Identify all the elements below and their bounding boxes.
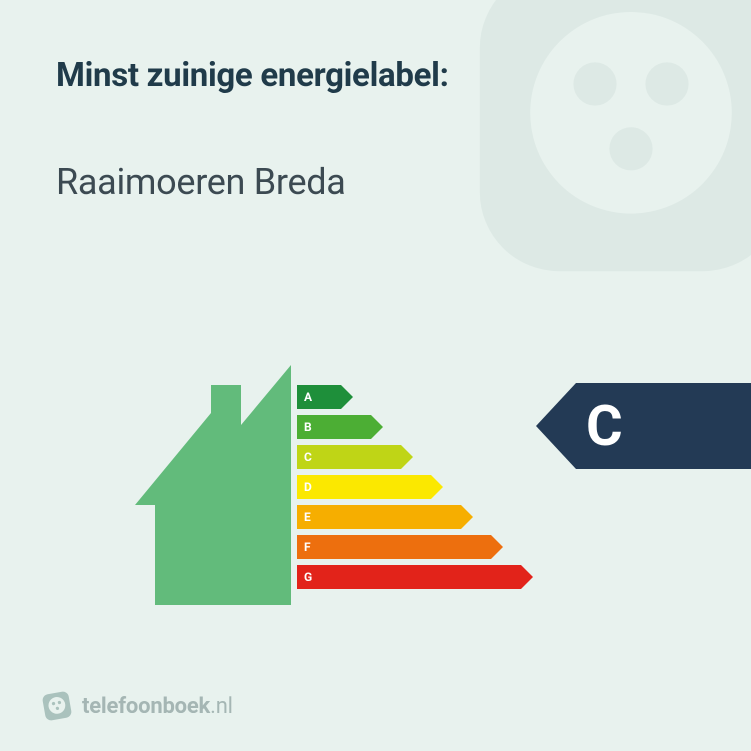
page-title: Minst zuinige energielabel: bbox=[56, 56, 695, 95]
footer: telefoonboek.nl bbox=[42, 691, 233, 721]
energy-bar-b: B bbox=[297, 415, 533, 439]
selected-grade-letter: C bbox=[586, 393, 623, 459]
energy-bar-label: C bbox=[304, 450, 312, 464]
energy-bar-g: G bbox=[297, 565, 533, 589]
footer-brand: telefoonboek.nl bbox=[82, 694, 233, 719]
selected-grade-badge: C bbox=[536, 383, 751, 469]
footer-brand-name: telefoonboek bbox=[82, 694, 210, 719]
energy-bar-a: A bbox=[297, 385, 533, 409]
energy-bar-d: D bbox=[297, 475, 533, 499]
energy-bar-label: G bbox=[304, 570, 312, 584]
footer-brand-tld: .nl bbox=[210, 694, 233, 719]
location-name: Raaimoeren Breda bbox=[56, 161, 695, 203]
energy-bar-label: B bbox=[304, 420, 312, 434]
energy-bar-e: E bbox=[297, 505, 533, 529]
energy-bar-c: C bbox=[297, 445, 533, 469]
energy-bars: A B C D E F G bbox=[297, 385, 533, 595]
energy-bar-f: F bbox=[297, 535, 533, 559]
energy-bar-label: A bbox=[304, 390, 312, 404]
energy-bar-label: E bbox=[304, 510, 311, 524]
footer-logo-icon bbox=[40, 689, 75, 724]
energy-label-graphic: A B C D E F G C bbox=[0, 365, 751, 615]
house-icon bbox=[135, 365, 291, 605]
energy-bar-label: F bbox=[304, 540, 311, 554]
energy-bar-label: D bbox=[304, 480, 312, 494]
